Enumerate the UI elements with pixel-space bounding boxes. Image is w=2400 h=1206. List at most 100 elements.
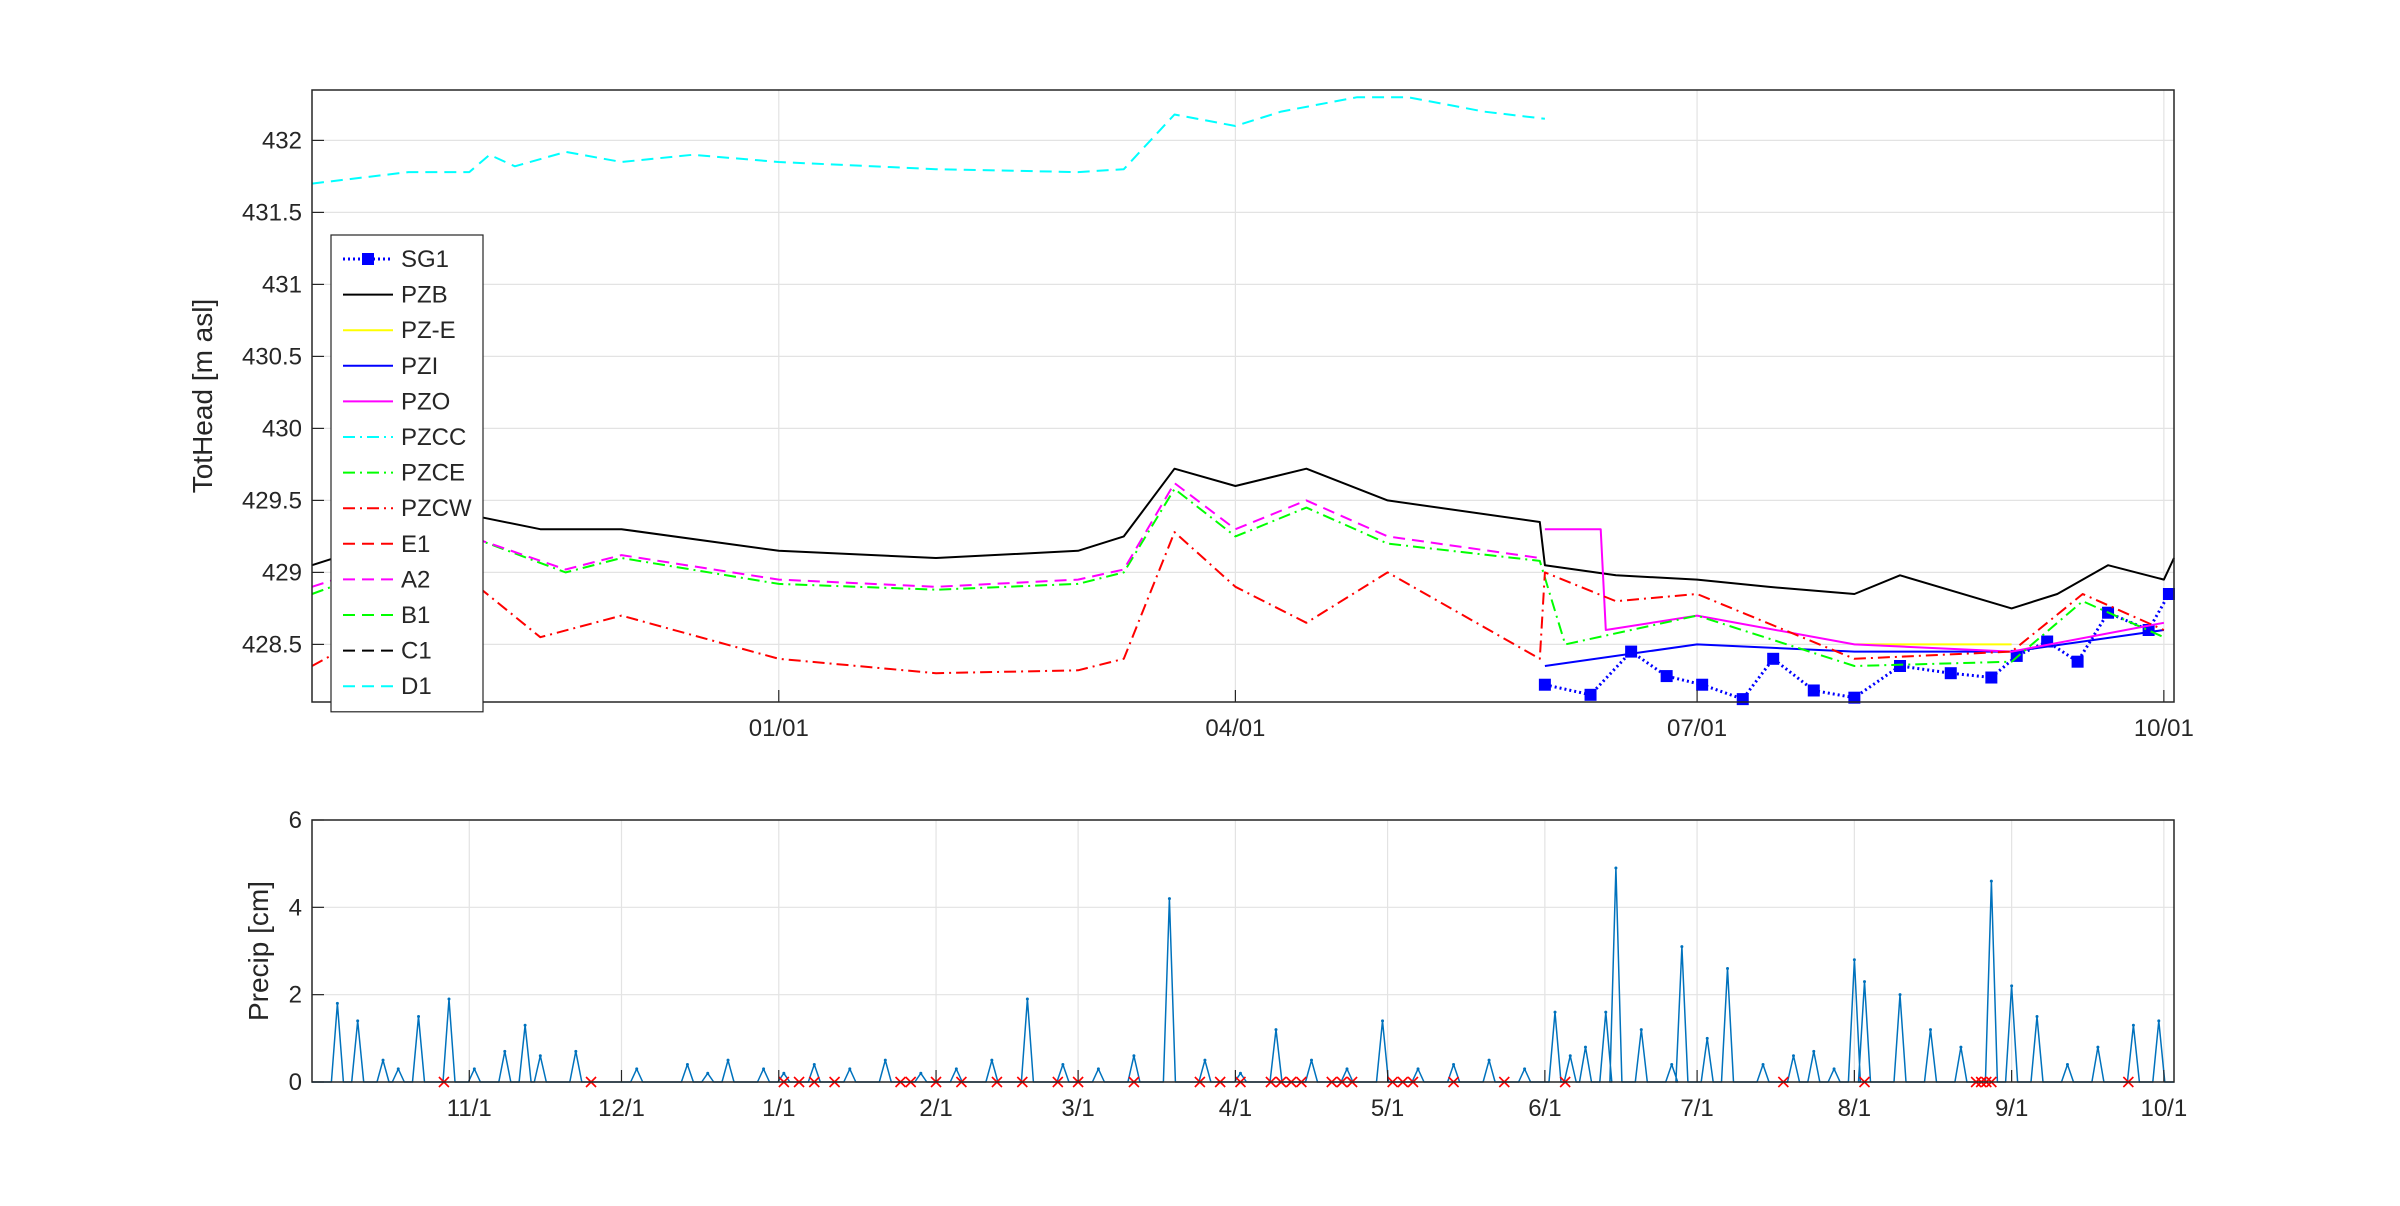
legend-label-pzcw: PZCW [401,495,472,522]
precip-peak-point [1452,1063,1456,1067]
precip-peak-point [1025,997,1029,1001]
precip-peak-point [1726,966,1730,970]
precip-peak-point [706,1071,710,1075]
precip-x-tick-label: 1/1 [762,1095,795,1122]
series-d1-line [311,96,1546,185]
head-y-tick-label: 431 [262,271,302,298]
precip-peak-point [2065,1063,2069,1067]
precip-peak-point [1670,1063,1674,1067]
precip-peak-point [685,1063,689,1067]
precip-peak-point [1345,1067,1349,1071]
precip-peak-point [1604,1010,1608,1014]
precip-peak-point [1061,1063,1065,1067]
series-sg1-point [1660,670,1673,683]
precip-peak-point [2131,1023,2135,1027]
precip-peak-point [472,1067,476,1071]
series-sg1-point [1894,660,1907,672]
precip-peak-point [812,1063,816,1067]
precip-x-tick-label: 7/1 [1680,1095,1713,1122]
precip-peak-point [523,1023,527,1027]
precip-peak-point [848,1067,852,1071]
precip-peak-point [1416,1067,1420,1071]
legend-label-pzcc: PZCC [401,424,466,451]
series-sg1-point [1625,645,1638,658]
head-axes-box [311,89,2175,703]
precip-peak-point [2157,1019,2161,1023]
precip-peak-point [762,1067,766,1071]
legend-label-b1: B1 [401,602,430,629]
series-pzo-line [1544,528,2165,653]
precip-y-tick-label: 2 [289,982,302,1009]
precip-peak-point [396,1067,400,1071]
precip-peak-point [1553,1010,1557,1014]
series-sg1-point [1944,667,1957,680]
precip-x-tick-label: 10/1 [2140,1095,2187,1122]
head-y-tick-label: 429 [262,559,302,586]
head-y-axis-label: TotHead [m asl] [187,299,218,494]
series-sg1-point [2162,588,2175,600]
precip-axes-box [311,819,2175,1083]
precip-peak-point [1852,958,1856,962]
head-plot-area [312,90,2174,702]
head-y-tick-label: 429.5 [242,487,302,514]
precip-x-tick-label: 9/1 [1995,1095,2028,1122]
precip-peak-point [883,1058,887,1062]
head-y-tick-label: 428.5 [242,631,302,658]
precip-peak-point [1523,1067,1527,1071]
precip-x-tick-label: 2/1 [919,1095,952,1122]
series-sg1-point [1736,693,1749,706]
precip-panel: 11/1 12/1 1/1 2/1 3/1 4/1 5/1 6/1 7/1 8/1 9/1 10/1 0… [243,807,2187,1122]
head-x-tick-label: 07/01 [1667,715,1727,742]
legend-label-pzb: PZB [401,282,448,309]
precip-peak-point [1791,1054,1795,1058]
legend-label-c1: C1 [401,638,432,665]
precip-peak-point [1705,1036,1709,1040]
precip-peak-point [1238,1071,1242,1075]
precip-peak-point [782,1071,786,1075]
precip-peak-point [919,1071,923,1075]
precip-y-axis-label: Precip [cm] [243,881,274,1021]
precip-peak-point [335,1001,339,1005]
precip-peak-point [1680,945,1684,949]
precip-peak-point [2010,984,2014,988]
head-x-tick-label: 10/01 [2134,715,2194,742]
series-pzi-line [1544,629,2165,667]
precip-peak-point [447,997,451,1001]
series-sg1-point [1807,684,1820,697]
legend-label-e1: E1 [401,531,430,558]
series-pzce-line [311,487,2165,667]
series-a2-line [311,482,1540,588]
precip-x-tick-label: 5/1 [1371,1095,1404,1122]
precip-peak-point [1487,1058,1491,1062]
legend-label-pzi: PZI [401,353,438,380]
precip-peak-point [503,1049,507,1053]
precip-x-tick-label: 8/1 [1838,1095,1871,1122]
head-panel: 01/01 04/01 07/01 10/01 428.5 429 429.5 430 430.… [187,89,2194,742]
precip-peak-point [726,1058,730,1062]
head-y-tick-label: 432 [262,127,302,154]
head-y-tick-label: 430.5 [242,343,302,370]
series-sg1-point [1584,688,1597,701]
legend-marker-sg1 [362,253,374,265]
precip-peak-point [1928,1028,1932,1032]
head-series-group [311,96,2175,706]
precip-plot-area [312,820,2174,1082]
precip-peak-point [1309,1058,1313,1062]
precip-y-tick-label: 0 [289,1069,302,1096]
precip-ticks: 11/1 12/1 1/1 2/1 3/1 4/1 5/1 6/1 7/1 8/1 9/1 10/1 0… [289,807,2188,1122]
precip-x-tick-label: 4/1 [1219,1095,1252,1122]
legend-label-d1: D1 [401,673,432,700]
series-sg1-point [1538,678,1551,691]
precip-peak-point [635,1067,639,1071]
precip-peak-point [356,1019,360,1023]
precip-peak-point [381,1058,385,1062]
precip-peak-point [1614,866,1618,870]
precip-peak-point [1863,980,1867,984]
legend-label-pz-e: PZ-E [401,317,456,344]
series-sg1-point [1848,691,1861,704]
precip-peak-point [1274,1028,1278,1032]
precip-peak-point [1203,1058,1207,1062]
series-sg1-point [2041,635,2054,648]
precip-peak-point [1568,1054,1572,1058]
